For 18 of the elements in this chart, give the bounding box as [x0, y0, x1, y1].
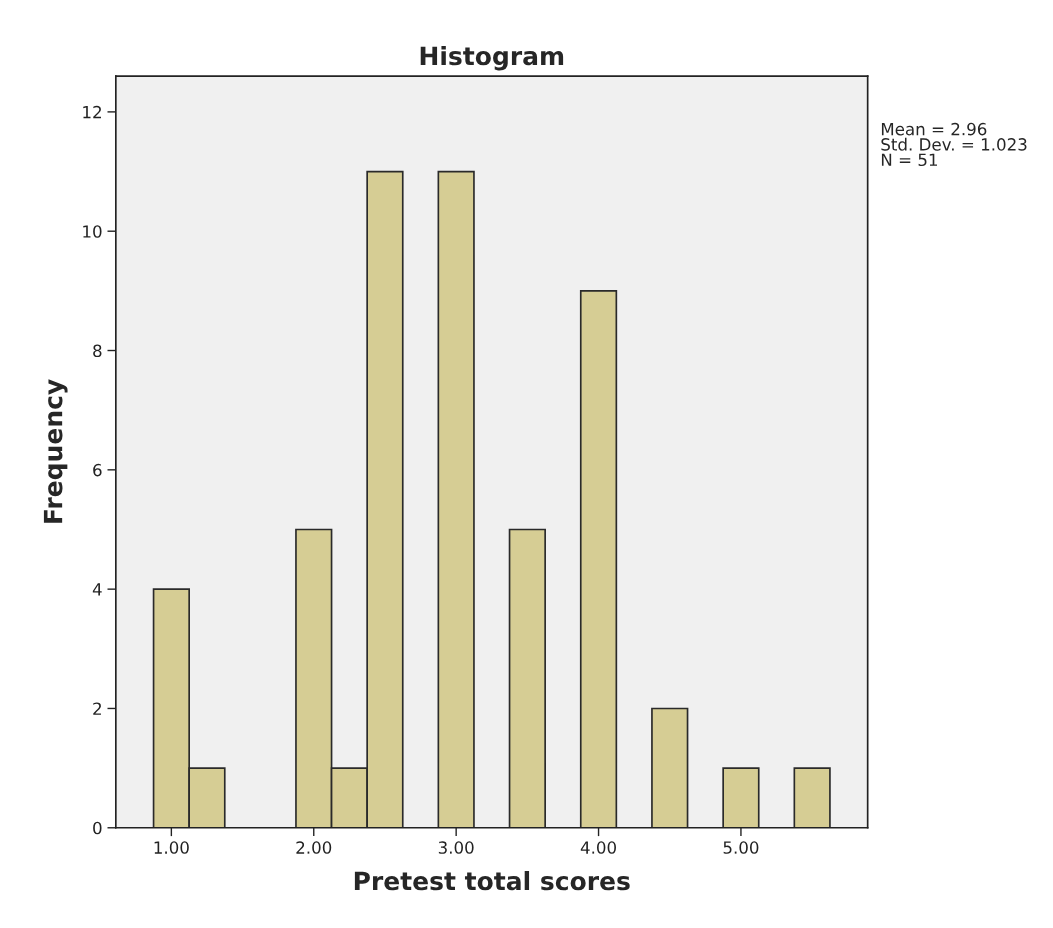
y-tick-label: 2	[93, 702, 101, 715]
y-tick-label: 0	[93, 821, 102, 835]
y-tick-label: 4	[92, 583, 102, 596]
x-tick-label: 4.00	[580, 841, 616, 854]
x-axis-title: Pretest total scores	[354, 870, 630, 891]
x-tick-label: 3.00	[438, 841, 474, 854]
x-tick-label: 2.00	[296, 841, 332, 854]
y-tick-label: 12	[83, 105, 101, 119]
chart-title: Histogram	[420, 45, 564, 71]
x-tick-label: 1.00	[154, 841, 189, 854]
y-tick-label: 10	[83, 225, 102, 238]
y-tick-label: 8	[93, 344, 102, 358]
text: Mean = 2.96	[881, 122, 987, 136]
text: N = 51	[881, 153, 937, 167]
y-tick-label: 6	[93, 463, 102, 477]
x-tick-label: 5.00	[723, 841, 759, 854]
y-axis-title: Frequency	[43, 379, 68, 523]
text: Std. Dev. = 1.023	[881, 137, 1027, 151]
